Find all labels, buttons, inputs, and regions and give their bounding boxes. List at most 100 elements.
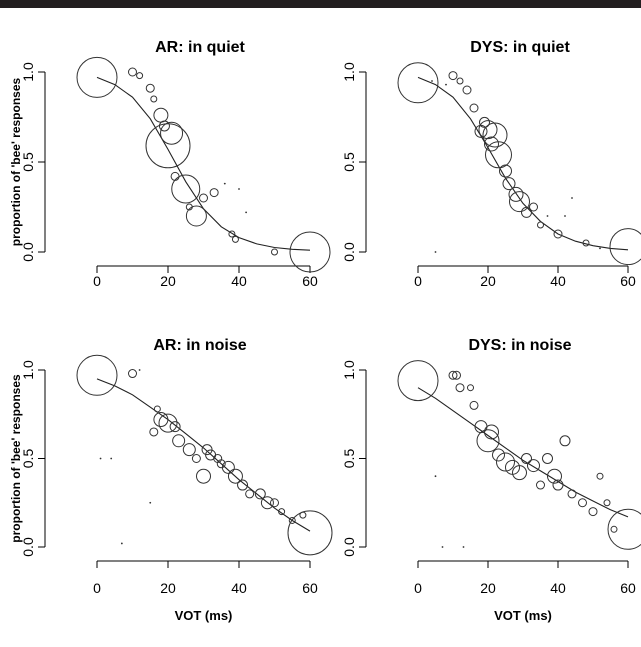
x-tick-label: 0: [414, 580, 422, 596]
y-tick-label: 0.5: [20, 152, 36, 172]
y-axis-label: proportion of 'bee' responses: [9, 77, 23, 246]
top-rule: [0, 0, 641, 8]
data-point: [484, 136, 499, 152]
data-point: [278, 508, 286, 516]
fit-curve: [417, 76, 629, 251]
data-point: [199, 193, 208, 203]
data-point: [567, 489, 577, 499]
x-tick-label: 60: [620, 580, 636, 596]
x-tick-label: 0: [93, 580, 101, 596]
panel-4: DYS: in noise 0.0 0.5 1.0 0 20 40 60 VOT (ms): [341, 337, 641, 623]
data-point: [609, 228, 641, 266]
fit-curve: [96, 76, 311, 251]
data-point: [509, 191, 530, 213]
data-point: [448, 370, 458, 380]
y-tick-label: 0.0: [341, 242, 357, 262]
panel-title: AR: in noise: [153, 337, 246, 354]
data-point: [448, 71, 458, 81]
fit-curve: [417, 387, 629, 518]
data-point: [270, 498, 279, 508]
data-point: [469, 400, 479, 410]
y-tick-label: 0.5: [20, 449, 36, 469]
data-point: [289, 231, 331, 273]
data-point: [287, 510, 333, 556]
data-point: [260, 496, 274, 510]
x-axis-label: VOT (ms): [175, 608, 233, 623]
data-point: [150, 95, 158, 103]
data-point: [245, 211, 248, 214]
y-tick-label: 1.0: [341, 62, 357, 82]
x-tick-label: 0: [93, 273, 101, 289]
data-point: [288, 516, 296, 524]
x-tick-label: 40: [550, 580, 566, 596]
data-point: [221, 460, 235, 474]
data-point: [610, 525, 618, 533]
data-point: [172, 434, 186, 448]
x-tick-label: 20: [480, 273, 496, 289]
data-point: [76, 354, 118, 396]
x-tick-label: 0: [414, 273, 422, 289]
panel-title: DYS: in noise: [468, 337, 571, 354]
x-tick-label: 60: [302, 580, 318, 596]
x-tick-label: 60: [620, 273, 636, 289]
data-point: [76, 56, 118, 98]
data-point: [588, 507, 598, 517]
data-point: [552, 479, 564, 491]
data-point: [462, 85, 472, 95]
data-point: [508, 186, 524, 202]
x-tick-label: 20: [480, 580, 496, 596]
y-tick-label: 0.0: [341, 537, 357, 557]
data-point: [462, 546, 465, 548]
data-point: [529, 202, 538, 212]
data-point: [182, 443, 196, 457]
data-point: [596, 472, 604, 480]
data-point: [542, 453, 553, 464]
data-point: [171, 174, 201, 204]
data-point: [153, 405, 161, 413]
data-point: [482, 122, 508, 148]
data-point: [149, 427, 159, 437]
data-point: [271, 248, 278, 256]
data-point: [153, 412, 169, 428]
x-tick-label: 60: [302, 273, 318, 289]
data-point: [209, 188, 219, 198]
data-point: [237, 479, 249, 491]
data-point: [484, 424, 499, 440]
data-point: [599, 247, 601, 250]
data-point: [397, 62, 439, 104]
data-point: [169, 421, 181, 433]
data-point: [455, 383, 465, 393]
data-point: [223, 182, 226, 185]
data-point: [559, 435, 571, 447]
data-point: [245, 489, 255, 499]
data-point: [397, 360, 439, 402]
data-point: [231, 235, 239, 243]
data-point: [160, 121, 184, 145]
data-point: [496, 452, 515, 472]
x-tick-label: 20: [160, 580, 176, 596]
data-point: [607, 508, 641, 550]
data-point: [547, 468, 562, 484]
data-point: [469, 103, 479, 113]
data-point: [434, 475, 437, 478]
data-point: [128, 67, 137, 77]
data-point: [120, 542, 123, 545]
data-point: [582, 239, 590, 247]
data-point: [201, 444, 213, 456]
y-tick-label: 0.5: [341, 152, 357, 172]
data-point: [254, 488, 266, 500]
data-point: [128, 369, 137, 379]
y-axis-label: proportion of 'bee' responses: [9, 374, 23, 543]
data-point: [467, 384, 474, 392]
data-point: [431, 80, 433, 82]
data-point: [153, 107, 169, 123]
data-point: [191, 454, 201, 463]
data-point: [536, 480, 545, 490]
data-point: [434, 251, 437, 253]
data-point: [216, 459, 226, 469]
x-tick-label: 20: [160, 273, 176, 289]
data-point: [502, 177, 516, 191]
fit-curve: [96, 378, 311, 532]
data-point: [564, 215, 566, 217]
